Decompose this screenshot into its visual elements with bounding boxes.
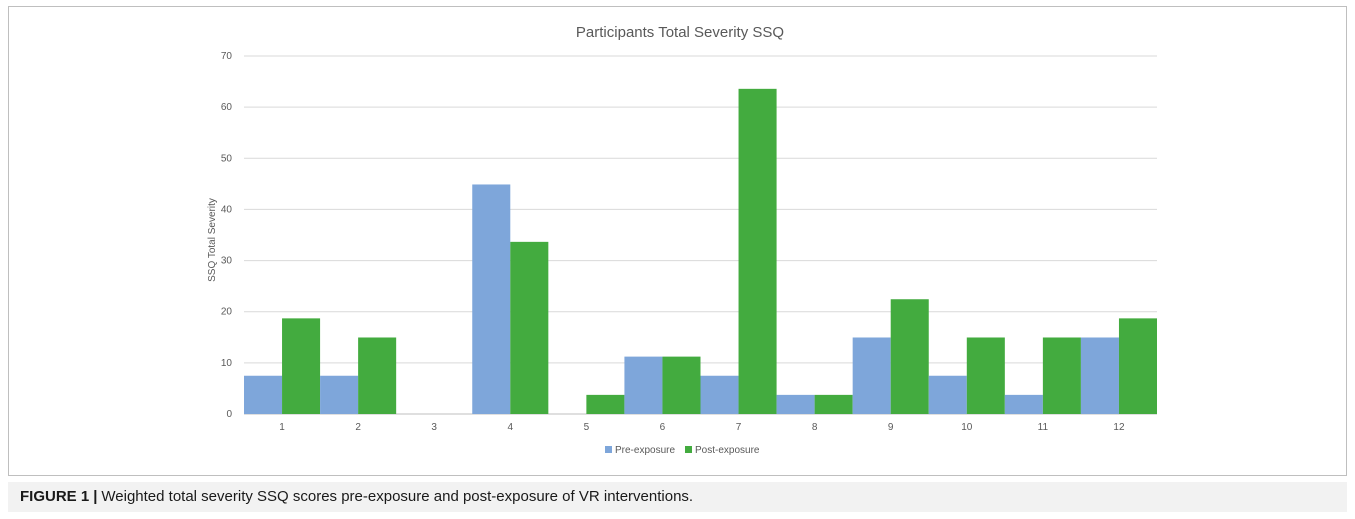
bar-post-exposure xyxy=(282,318,321,414)
bar-pre-exposure xyxy=(1004,394,1043,414)
y-tick-label: 10 xyxy=(221,358,233,369)
legend-swatch xyxy=(685,446,692,453)
x-tick-label: 3 xyxy=(431,422,437,433)
bar-post-exposure xyxy=(358,337,397,414)
x-tick-label: 9 xyxy=(888,422,894,433)
chart-svg: Participants Total Severity SSQ 0 10 20 30 4… xyxy=(207,24,1157,456)
y-tick-label: 50 xyxy=(221,153,233,164)
legend-swatch xyxy=(605,446,612,453)
caption-separator: | xyxy=(93,488,98,505)
x-tick-label: 6 xyxy=(660,422,666,433)
x-tick-labels: 1 2 3 4 5 6 7 8 9 10 11 12 xyxy=(279,422,1125,433)
x-tick-label: 5 xyxy=(584,422,590,433)
bar-post-exposure xyxy=(966,337,1005,414)
y-tick-label: 60 xyxy=(221,102,233,113)
bar-pre-exposure xyxy=(472,184,511,414)
bar-pre-exposure xyxy=(776,394,815,414)
figure-caption: FIGURE 1 | Weighted total severity SSQ sco… xyxy=(8,482,1347,512)
chart-frame: Participants Total Severity SSQ 0 10 20 30 4… xyxy=(8,6,1347,476)
y-tick-label: 0 xyxy=(226,409,232,420)
y-axis-label: SSQ Total Severity xyxy=(207,198,218,282)
bar-post-exposure xyxy=(890,299,929,414)
bar-post-exposure xyxy=(662,356,701,414)
chart-title: Participants Total Severity SSQ xyxy=(576,24,784,41)
legend: Pre-exposure Post-exposure xyxy=(605,445,760,456)
bar-pre-exposure xyxy=(1080,337,1119,414)
bar-post-exposure xyxy=(586,394,625,414)
bar-pre-exposure xyxy=(624,356,663,414)
legend-label: Pre-exposure xyxy=(615,445,675,456)
bar-pre-exposure xyxy=(320,375,359,414)
x-tick-label: 7 xyxy=(736,422,742,433)
y-tick-label: 70 xyxy=(221,51,233,62)
bar-post-exposure xyxy=(814,394,853,414)
y-tick-label: 20 xyxy=(221,307,233,318)
bar-pre-exposure xyxy=(700,375,739,414)
y-tick-label: 40 xyxy=(221,204,233,215)
bar-pre-exposure xyxy=(928,375,967,414)
bar-pre-exposure xyxy=(244,375,283,414)
bar-post-exposure xyxy=(738,88,777,415)
y-tick-labels: 0 10 20 30 40 50 60 70 xyxy=(221,51,233,420)
bar-post-exposure xyxy=(1118,318,1157,414)
caption-text: Weighted total severity SSQ scores pre-e… xyxy=(101,488,694,505)
x-tick-label: 1 xyxy=(279,422,285,433)
x-tick-label: 11 xyxy=(1038,422,1049,433)
x-tick-label: 2 xyxy=(355,422,361,433)
x-tick-label: 12 xyxy=(1113,422,1125,433)
bar-pre-exposure xyxy=(852,337,891,414)
caption-label: FIGURE 1 xyxy=(20,488,90,505)
bar-post-exposure xyxy=(1042,337,1081,414)
y-tick-label: 30 xyxy=(221,256,233,267)
x-tick-label: 8 xyxy=(812,422,818,433)
legend-label: Post-exposure xyxy=(695,445,760,456)
x-tick-label: 4 xyxy=(508,422,514,433)
x-tick-label: 10 xyxy=(961,422,973,433)
bar-post-exposure xyxy=(510,241,549,414)
bars xyxy=(244,88,1157,415)
